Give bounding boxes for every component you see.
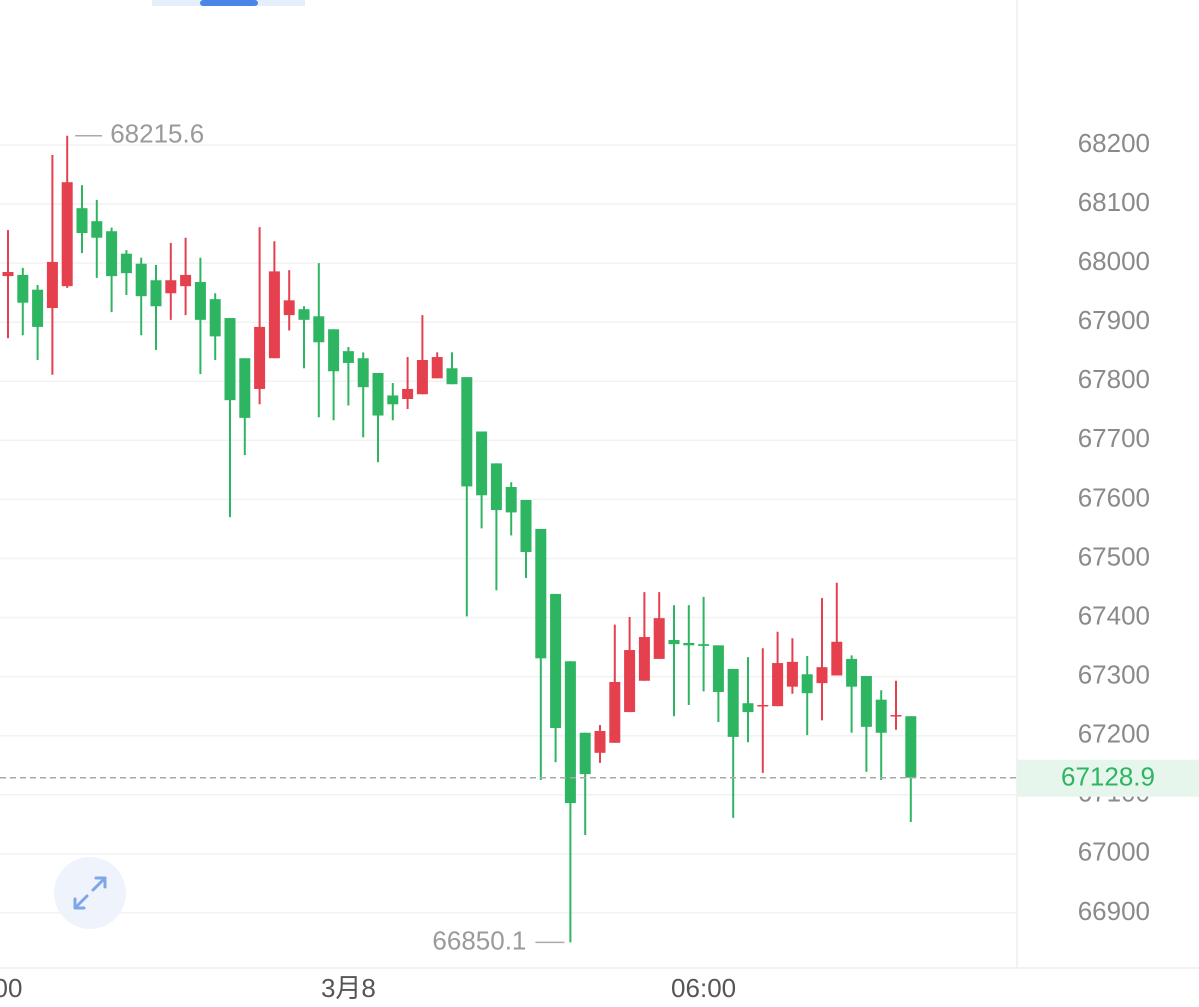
- y-tick-label: 67000: [1078, 837, 1150, 867]
- candle-body: [135, 263, 147, 297]
- candle-body: [535, 528, 547, 659]
- candle-body: [357, 358, 369, 388]
- candle-body: [313, 316, 325, 343]
- candle-body: [550, 593, 562, 729]
- candle-body: [624, 650, 636, 713]
- y-tick-label: 67500: [1078, 541, 1150, 571]
- candle-body: [831, 641, 843, 676]
- candle-body: [61, 182, 73, 287]
- candle-body: [905, 716, 917, 778]
- expand-icon[interactable]: [73, 876, 107, 910]
- candle-body: [801, 674, 813, 694]
- top-tab-indicator: [200, 0, 258, 6]
- candle-body: [653, 618, 665, 659]
- candle-body: [180, 274, 192, 287]
- candle-body: [490, 463, 502, 511]
- candle-body: [875, 699, 887, 733]
- candle-body: [638, 637, 650, 681]
- candle-body: [816, 667, 828, 684]
- last-price-bg: [1017, 759, 1199, 797]
- candle-body: [461, 377, 473, 487]
- x-tick-label: 06:00: [671, 973, 736, 1003]
- candle-body: [431, 357, 443, 379]
- candle-body: [165, 280, 177, 294]
- candle-body: [372, 372, 384, 416]
- candle-body: [860, 676, 872, 727]
- y-tick-label: 67200: [1078, 719, 1150, 749]
- y-tick-label: 67900: [1078, 305, 1150, 335]
- candle-body: [46, 261, 58, 309]
- candle-body: [342, 351, 354, 363]
- candle-body: [727, 668, 739, 737]
- candle-body: [520, 500, 532, 552]
- y-tick-label: 67400: [1078, 600, 1150, 630]
- x-tick-label: 3月8: [321, 973, 376, 1003]
- candle-body: [772, 663, 784, 707]
- y-tick-label: 68100: [1078, 187, 1150, 217]
- y-tick-label: 68000: [1078, 246, 1150, 276]
- candle-body: [476, 431, 488, 496]
- candle-body: [328, 329, 340, 372]
- y-tick-label: 67600: [1078, 482, 1150, 512]
- expand-button-bg[interactable]: [54, 857, 126, 929]
- candle-body: [120, 253, 132, 274]
- candle-body: [2, 271, 14, 277]
- y-tick-label: 66900: [1078, 896, 1150, 926]
- candle-body: [594, 730, 606, 753]
- candle-body: [446, 368, 458, 385]
- candle-body: [283, 300, 295, 316]
- candle-body: [846, 658, 858, 687]
- candle-body: [579, 732, 591, 775]
- candle-body: [890, 715, 902, 717]
- candle-body: [668, 640, 680, 645]
- plot-area: [0, 135, 1017, 943]
- candle-body: [76, 208, 88, 233]
- candle-body: [387, 395, 399, 405]
- candle-body: [268, 271, 280, 359]
- candle-body: [239, 358, 251, 418]
- expand-button[interactable]: [54, 857, 126, 929]
- candle-body: [564, 661, 576, 804]
- candle-body: [150, 280, 162, 307]
- candle-body: [698, 644, 710, 646]
- candle-body: [298, 309, 310, 320]
- last-price-label: 67128.9: [1061, 762, 1155, 792]
- y-tick-label: 68200: [1078, 128, 1150, 158]
- candle-body: [209, 299, 221, 337]
- candle-body: [742, 703, 754, 713]
- y-tick-label: 67300: [1078, 660, 1150, 690]
- candle-body: [683, 642, 695, 646]
- candle-body: [194, 282, 206, 320]
- candle-body: [786, 661, 798, 687]
- min-label: 66850.1: [432, 925, 526, 955]
- candle-body: [32, 289, 44, 327]
- candle-body: [224, 318, 236, 401]
- candle-body: [91, 221, 103, 238]
- candle-body: [402, 388, 414, 399]
- candle-body: [17, 274, 29, 303]
- candle-body: [254, 326, 266, 389]
- candle-body: [106, 231, 118, 277]
- candle-body: [505, 487, 517, 513]
- candle-body: [609, 681, 621, 743]
- x-tick-label: 00: [0, 973, 22, 1003]
- candle-body: [416, 360, 428, 395]
- candle-body: [757, 704, 769, 707]
- y-tick-label: 67700: [1078, 423, 1150, 453]
- y-tick-label: 67800: [1078, 364, 1150, 394]
- max-label: 68215.6: [110, 119, 204, 149]
- candle-body: [712, 645, 724, 692]
